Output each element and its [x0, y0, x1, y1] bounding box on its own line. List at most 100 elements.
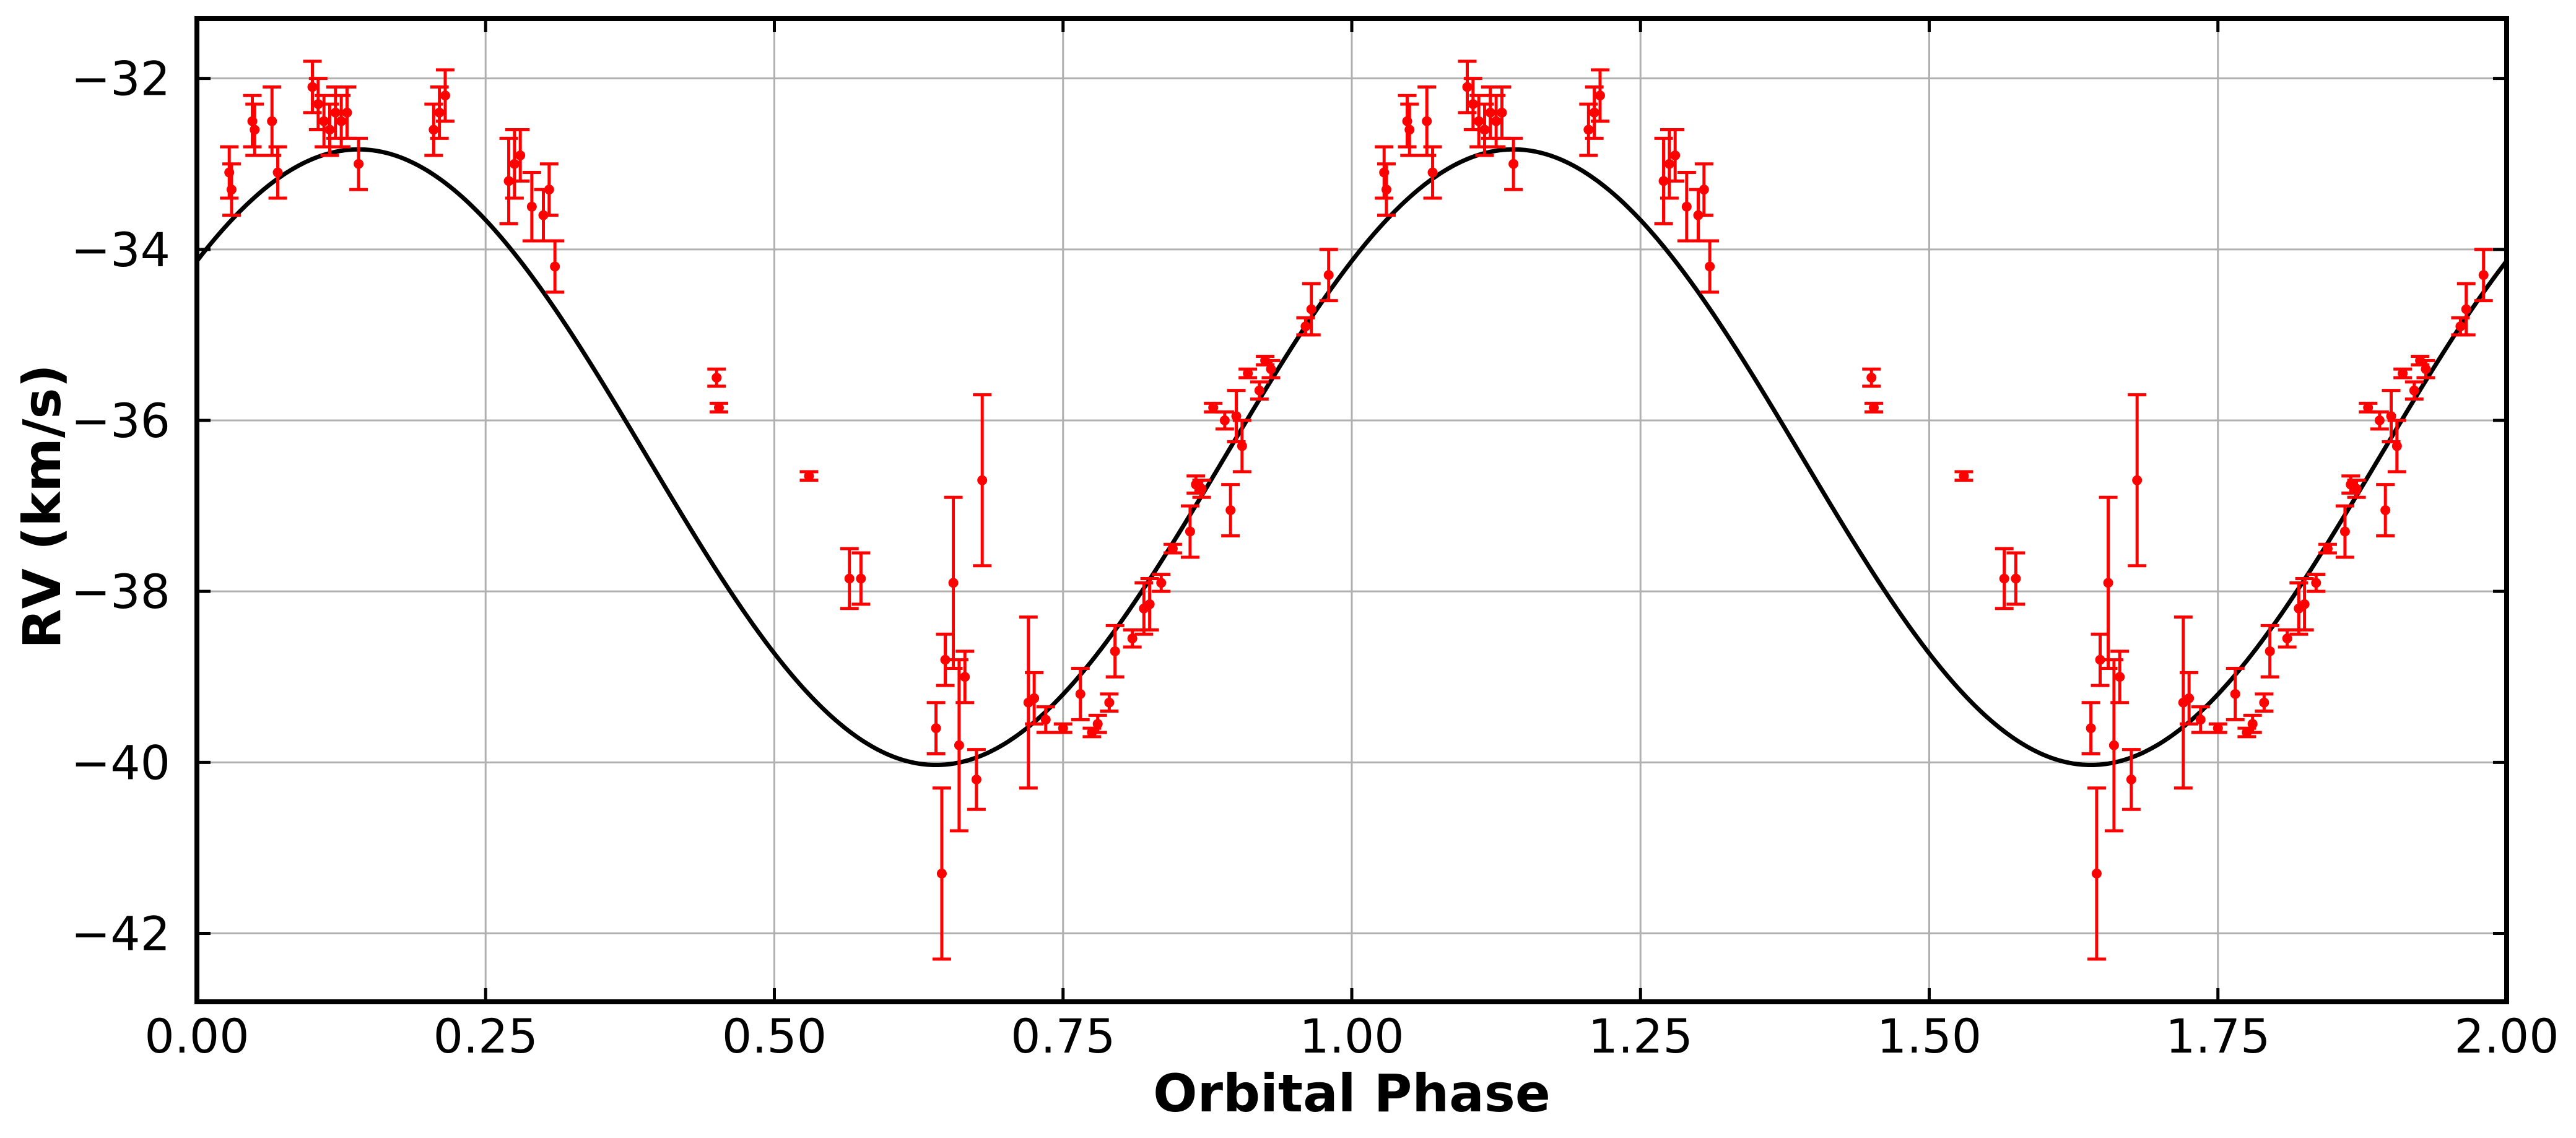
data-point: [430, 85, 449, 140]
data-marker: [2011, 573, 2021, 584]
data-point: [1862, 367, 1881, 388]
data-point: [2387, 419, 2406, 474]
data-marker: [354, 159, 364, 169]
data-point: [1654, 136, 1673, 225]
data-point: [1302, 282, 1321, 337]
data-point: [1250, 380, 1269, 401]
data-marker: [1127, 633, 1138, 644]
data-point: [707, 367, 726, 388]
data-point: [2121, 748, 2141, 811]
data-point: [539, 162, 559, 217]
data-marker: [2380, 505, 2391, 515]
data-marker: [2247, 719, 2258, 729]
data-marker: [2391, 441, 2402, 451]
data-marker: [319, 116, 329, 126]
data-point: [1585, 85, 1604, 140]
y-tick-label: −40: [71, 735, 170, 790]
data-point: [2260, 623, 2279, 679]
data-marker: [1254, 385, 1264, 396]
data-point: [1666, 128, 1685, 183]
data-marker: [1664, 159, 1674, 169]
data-point: [1180, 504, 1199, 559]
data-marker: [1589, 107, 1599, 118]
data-marker: [1167, 544, 1178, 554]
data-marker: [515, 150, 526, 160]
data-point: [511, 128, 530, 183]
data-marker: [2108, 740, 2119, 750]
data-point: [1261, 358, 1281, 380]
data-marker: [1999, 573, 2009, 584]
data-point: [222, 162, 241, 217]
data-marker: [503, 176, 514, 186]
data-point: [1377, 162, 1396, 217]
data-marker: [2299, 599, 2310, 609]
data-point: [2295, 576, 2314, 632]
model-curve-layer: [195, 147, 2509, 768]
data-point: [955, 649, 975, 705]
data-marker: [2386, 411, 2396, 422]
data-marker: [1144, 599, 1155, 609]
data-marker: [1075, 688, 1086, 699]
data-marker: [1491, 116, 1502, 126]
data-point: [1215, 410, 1234, 431]
data-marker: [1497, 107, 1507, 118]
data-point: [2335, 504, 2354, 559]
data-point: [1417, 85, 1437, 157]
data-marker: [1595, 90, 1605, 101]
x-tick-label: 2.00: [2454, 1009, 2559, 1064]
data-point: [973, 393, 992, 568]
data-marker: [1323, 270, 1334, 280]
data-marker: [307, 82, 318, 92]
data-marker: [336, 116, 347, 126]
grid-lines: [196, 19, 2508, 1002]
data-point: [851, 551, 871, 606]
data-point: [709, 401, 728, 414]
data-marker: [544, 185, 554, 195]
ticks: [195, 19, 2509, 1002]
data-point: [1100, 692, 1119, 713]
data-marker: [1110, 646, 1120, 656]
x-tick-label: 1.50: [1877, 1009, 1982, 1064]
data-point: [1053, 722, 1073, 734]
data-point: [1105, 623, 1125, 679]
x-tick-label: 0.00: [144, 1009, 249, 1064]
data-marker: [1058, 723, 1068, 734]
data-point: [268, 145, 287, 200]
data-marker: [2115, 672, 2125, 682]
data-point: [1864, 401, 1883, 414]
data-point: [2087, 786, 2106, 961]
data-point: [1163, 542, 1182, 555]
x-tick-label: 0.50: [722, 1009, 827, 1064]
data-point: [1400, 102, 1419, 157]
data-point: [967, 748, 986, 811]
data-marker: [2478, 270, 2489, 280]
observations-layer: [220, 59, 2493, 961]
data-point: [1192, 479, 1211, 499]
data-point: [1221, 483, 1240, 537]
data-point: [1995, 547, 2014, 610]
data-point: [1238, 367, 1258, 380]
data-marker: [2086, 723, 2096, 734]
data-marker: [1705, 261, 1715, 272]
data-point: [1152, 573, 1171, 593]
data-marker: [272, 167, 283, 178]
data-marker: [971, 774, 981, 784]
data-marker: [2282, 633, 2292, 644]
data-point: [2382, 389, 2401, 444]
data-marker: [267, 116, 277, 126]
y-tick-label: −34: [71, 222, 170, 277]
data-point: [1504, 136, 1523, 191]
data-marker: [2230, 688, 2240, 699]
data-marker: [526, 201, 537, 212]
data-marker: [2091, 868, 2102, 879]
data-marker: [429, 124, 439, 135]
data-point: [435, 68, 455, 123]
data-point: [2226, 666, 2245, 721]
x-axis-label: Orbital Phase: [1153, 1063, 1551, 1124]
data-marker: [2126, 774, 2136, 784]
data-point: [1123, 628, 1142, 649]
data-marker: [1237, 441, 1247, 451]
data-marker: [2398, 368, 2408, 379]
data-marker: [1681, 201, 1692, 212]
